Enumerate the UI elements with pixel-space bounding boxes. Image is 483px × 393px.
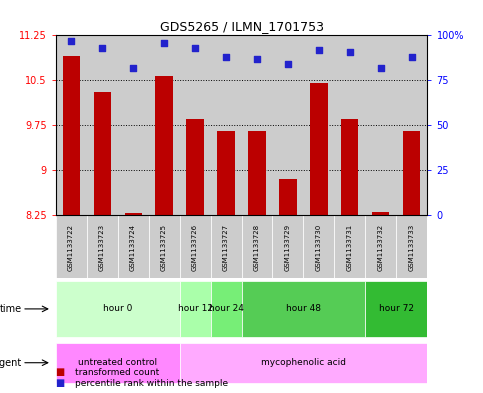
Bar xyxy=(180,343,427,383)
Text: GSM1133733: GSM1133733 xyxy=(409,224,415,272)
Text: hour 72: hour 72 xyxy=(379,305,414,313)
Point xyxy=(315,47,323,53)
Point xyxy=(346,48,354,55)
Text: transformed count: transformed count xyxy=(75,368,159,377)
Bar xyxy=(397,215,427,277)
Text: percentile rank within the sample: percentile rank within the sample xyxy=(75,379,228,388)
Point xyxy=(408,54,416,60)
Bar xyxy=(149,35,180,215)
Point xyxy=(284,61,292,67)
Point xyxy=(253,55,261,62)
Bar xyxy=(86,215,117,277)
Text: hour 48: hour 48 xyxy=(286,305,321,313)
Bar xyxy=(211,281,242,337)
Bar xyxy=(180,35,211,215)
Bar xyxy=(242,215,272,277)
Text: hour 12: hour 12 xyxy=(178,305,213,313)
Bar xyxy=(186,119,203,215)
Bar xyxy=(156,76,172,215)
Point xyxy=(377,64,385,71)
Bar xyxy=(117,215,149,277)
Text: untreated control: untreated control xyxy=(78,358,157,367)
Text: GSM1133724: GSM1133724 xyxy=(130,224,136,271)
Point xyxy=(67,38,75,44)
Text: mycophenolic acid: mycophenolic acid xyxy=(261,358,346,367)
Text: agent: agent xyxy=(0,358,22,368)
Bar xyxy=(248,131,266,215)
Point xyxy=(129,64,137,71)
Text: GSM1133730: GSM1133730 xyxy=(316,224,322,272)
Bar xyxy=(117,35,149,215)
Title: GDS5265 / ILMN_1701753: GDS5265 / ILMN_1701753 xyxy=(159,20,324,33)
Bar xyxy=(341,119,358,215)
Bar xyxy=(62,56,80,215)
Text: GSM1133731: GSM1133731 xyxy=(347,224,353,272)
Bar xyxy=(303,35,334,215)
Text: GSM1133726: GSM1133726 xyxy=(192,224,198,271)
Bar xyxy=(217,131,235,215)
Bar xyxy=(211,215,242,277)
Text: GSM1133722: GSM1133722 xyxy=(68,224,74,271)
Bar xyxy=(334,215,366,277)
Text: GSM1133723: GSM1133723 xyxy=(99,224,105,271)
Bar xyxy=(272,215,303,277)
Bar xyxy=(311,83,327,215)
Bar xyxy=(366,281,427,337)
Text: time: time xyxy=(0,304,22,314)
Bar xyxy=(211,35,242,215)
Point xyxy=(160,39,168,46)
Bar xyxy=(56,215,86,277)
Text: ■: ■ xyxy=(56,378,65,388)
Text: GSM1133725: GSM1133725 xyxy=(161,224,167,271)
Bar xyxy=(303,215,334,277)
Bar xyxy=(94,92,111,215)
Bar xyxy=(242,281,366,337)
Point xyxy=(98,45,106,51)
Bar xyxy=(280,179,297,215)
Text: GSM1133728: GSM1133728 xyxy=(254,224,260,271)
Bar xyxy=(366,35,397,215)
Bar xyxy=(242,35,272,215)
Text: GSM1133727: GSM1133727 xyxy=(223,224,229,271)
Text: ■: ■ xyxy=(56,367,65,377)
Bar xyxy=(272,35,303,215)
Bar xyxy=(56,35,86,215)
Text: hour 0: hour 0 xyxy=(103,305,132,313)
Bar xyxy=(56,281,180,337)
Text: GSM1133732: GSM1133732 xyxy=(378,224,384,271)
Bar xyxy=(86,35,117,215)
Bar xyxy=(180,281,211,337)
Text: GSM1133729: GSM1133729 xyxy=(285,224,291,271)
Bar xyxy=(56,343,180,383)
Bar xyxy=(180,215,211,277)
Bar xyxy=(125,213,142,215)
Text: hour 24: hour 24 xyxy=(209,305,243,313)
Bar xyxy=(372,212,389,215)
Bar xyxy=(397,35,427,215)
Bar xyxy=(403,131,421,215)
Point xyxy=(222,54,230,60)
Bar xyxy=(366,215,397,277)
Bar xyxy=(334,35,366,215)
Bar xyxy=(149,215,180,277)
Point xyxy=(191,45,199,51)
